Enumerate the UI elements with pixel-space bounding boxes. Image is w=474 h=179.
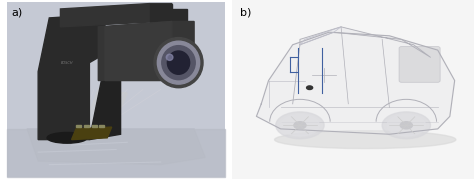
Polygon shape [149, 4, 187, 27]
Ellipse shape [281, 115, 319, 136]
Bar [76, 125, 81, 127]
Polygon shape [27, 129, 205, 165]
Polygon shape [38, 14, 105, 140]
Ellipse shape [157, 41, 200, 84]
Text: b): b) [239, 7, 251, 17]
Ellipse shape [382, 112, 430, 139]
Polygon shape [72, 127, 112, 140]
Bar [84, 125, 89, 127]
FancyBboxPatch shape [232, 0, 474, 179]
FancyBboxPatch shape [7, 2, 225, 177]
Ellipse shape [387, 115, 426, 136]
Polygon shape [90, 54, 120, 140]
Ellipse shape [154, 38, 203, 88]
Polygon shape [7, 129, 225, 177]
Polygon shape [105, 21, 172, 81]
Ellipse shape [400, 122, 412, 129]
Polygon shape [60, 4, 172, 27]
Ellipse shape [307, 86, 313, 90]
Polygon shape [98, 21, 194, 81]
Polygon shape [82, 90, 127, 131]
Text: BOSCH: BOSCH [61, 61, 73, 65]
Polygon shape [300, 27, 341, 45]
Bar [91, 125, 97, 127]
Ellipse shape [166, 54, 173, 60]
FancyBboxPatch shape [399, 47, 440, 82]
Bar [100, 125, 104, 127]
Ellipse shape [294, 122, 306, 129]
Polygon shape [300, 27, 430, 57]
Ellipse shape [276, 112, 324, 139]
Ellipse shape [274, 131, 456, 149]
Polygon shape [256, 32, 455, 134]
Text: a): a) [11, 7, 23, 17]
Ellipse shape [47, 132, 87, 143]
Ellipse shape [162, 46, 195, 80]
Ellipse shape [167, 51, 190, 74]
